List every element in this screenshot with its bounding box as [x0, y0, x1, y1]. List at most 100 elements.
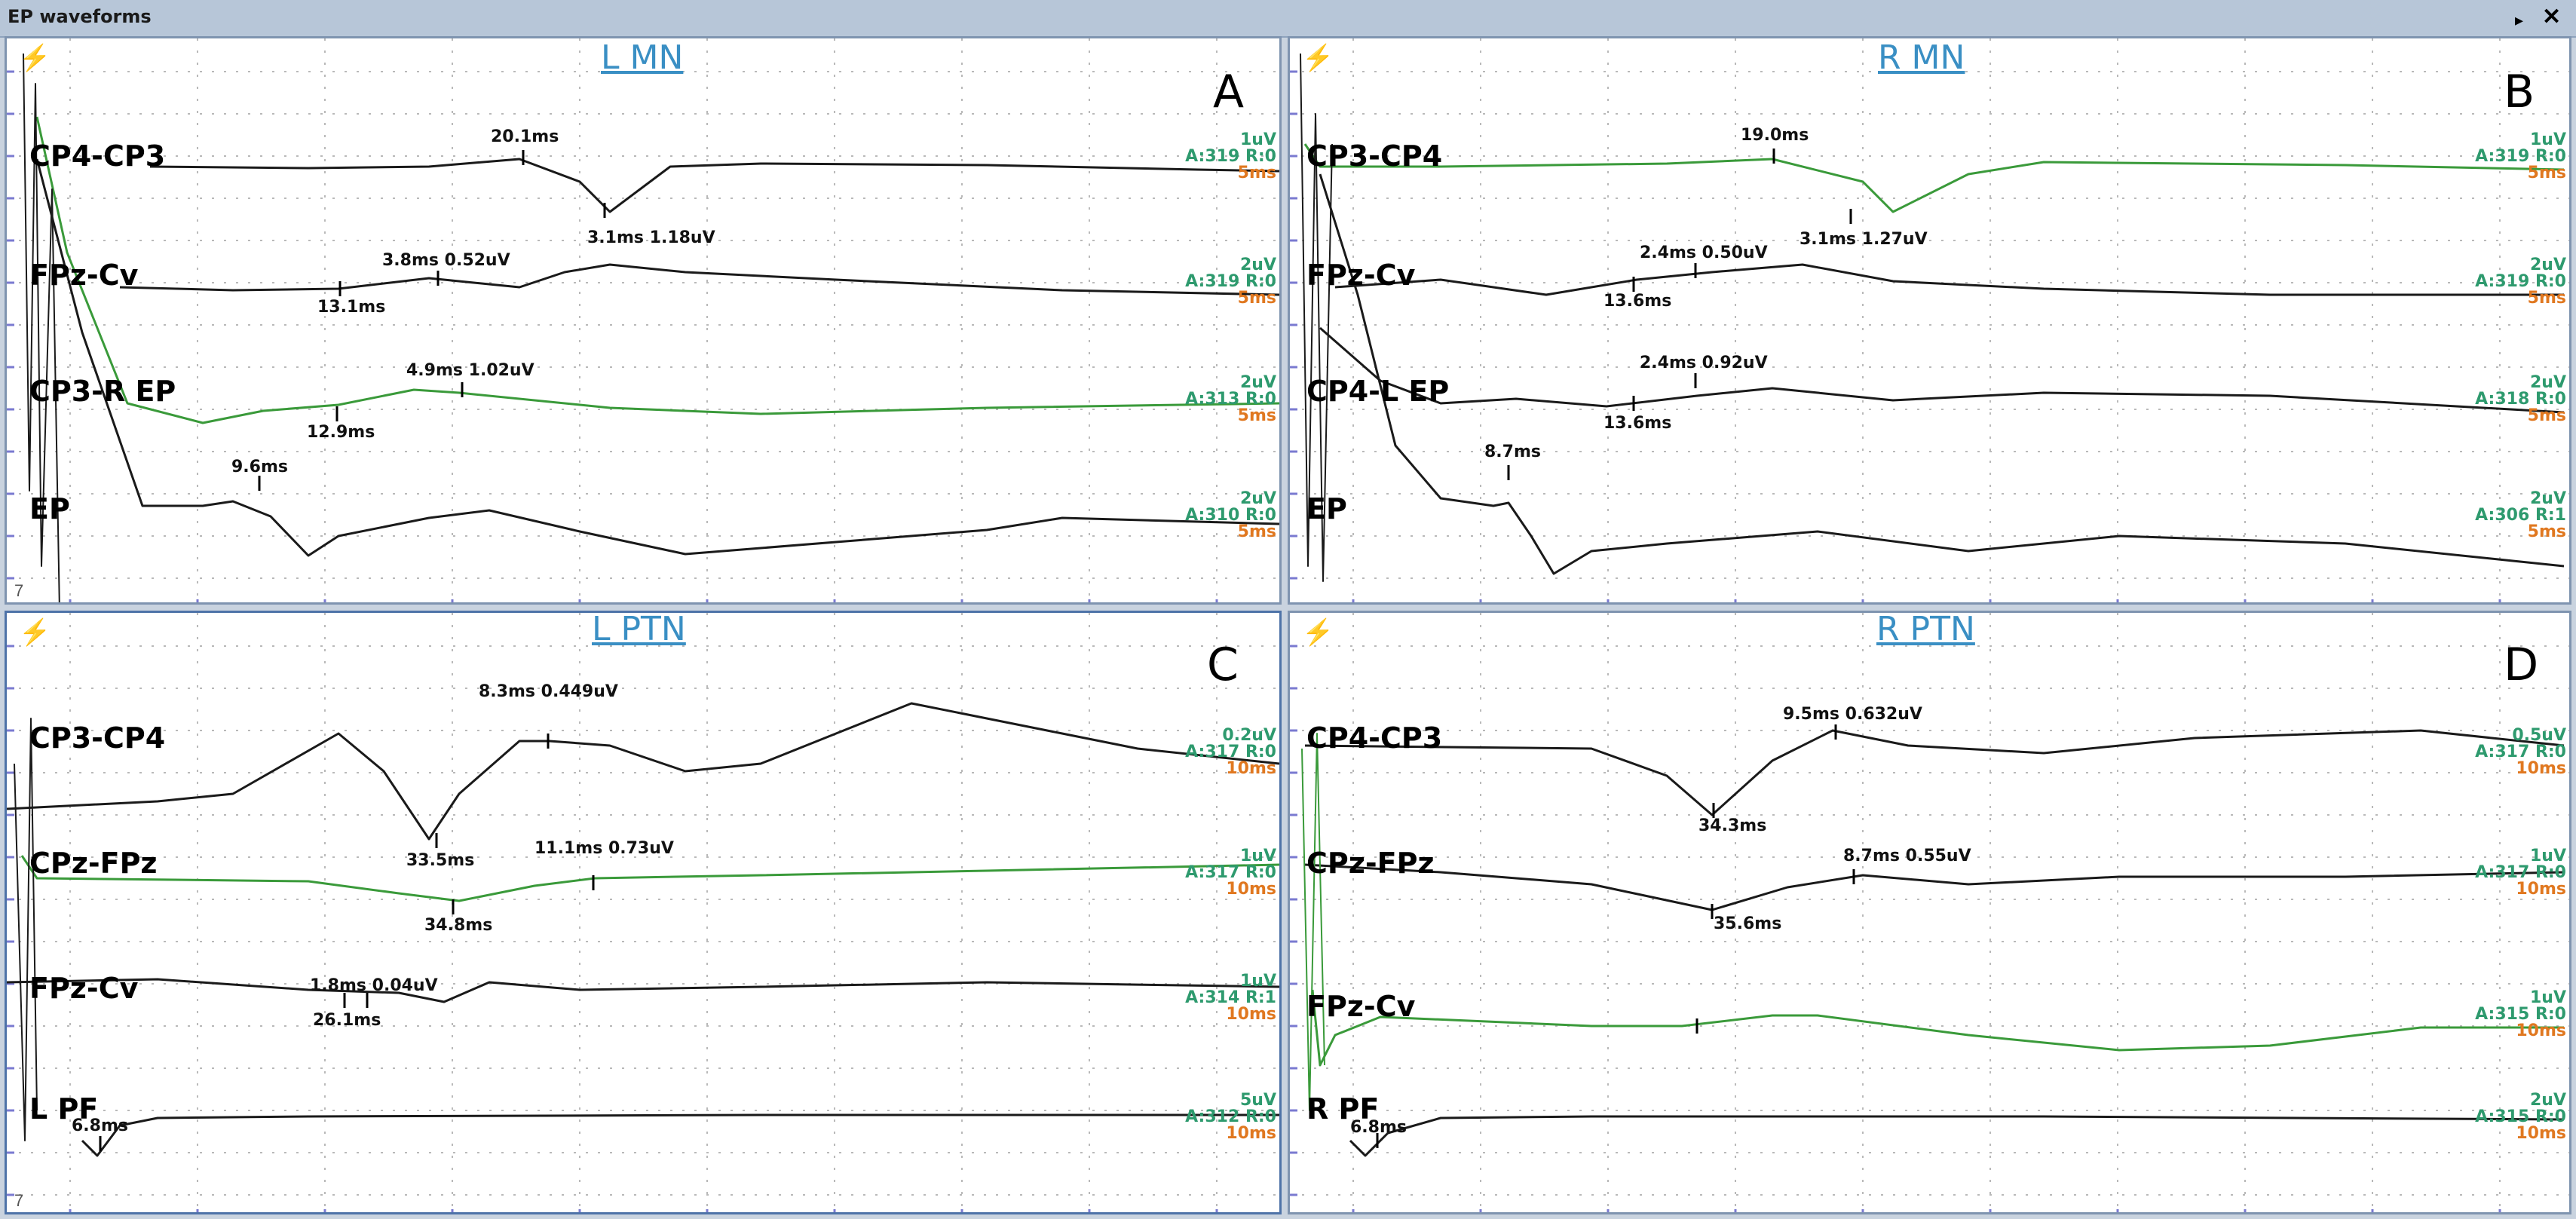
panel-title[interactable]: L MN — [601, 38, 684, 77]
waveform-trace — [23, 53, 60, 602]
peak-annotation: 8.7ms — [1484, 443, 1541, 461]
waveform-trace — [1311, 989, 2564, 1067]
panel-letter: B — [2504, 66, 2535, 118]
channel-label[interactable]: CPz-FPz — [1306, 847, 1435, 880]
channel-scale: 1uV A:315 R:0 10ms — [2475, 988, 2566, 1040]
channel-label[interactable]: EP — [29, 492, 70, 525]
channel-scale: 2uV A:319 R:0 5ms — [1185, 256, 1276, 308]
waveform-trace — [1349, 1115, 2565, 1157]
waveform-trace — [119, 263, 1279, 296]
panel-title[interactable]: R PTN — [1876, 611, 1975, 648]
channel-label[interactable]: EP — [1306, 492, 1347, 525]
waveform-trace — [7, 978, 1279, 1003]
panel-title[interactable]: R MN — [1878, 38, 1965, 77]
channel-label[interactable]: CP3-CP4 — [29, 721, 166, 755]
panel-l-mn: ⚡ 7 L MN A CP4-CP3 FPz-Cv CP3-R EP EP 1u… — [5, 36, 1282, 605]
channel-label[interactable]: CPz-FPz — [29, 847, 158, 880]
peak-annotation: 11.1ms 0.73uV — [534, 839, 674, 858]
peak-annotation: 8.3ms 0.449uV — [479, 682, 618, 701]
corner-marker: 7 — [14, 581, 24, 600]
channel-scale: 1uV A:319 R:0 5ms — [2475, 130, 2566, 182]
peak-annotation: 19.0ms — [1741, 126, 1809, 145]
grid — [1290, 613, 2569, 1212]
channel-scale: 2uV A:310 R:0 5ms — [1185, 489, 1276, 541]
waveform-trace — [1319, 326, 2565, 414]
panel-r-ptn: ⚡ R PTN D CP4-CP3 CPz-FPz FPz-Cv R PF 0.… — [1288, 611, 2571, 1214]
expand-arrow-icon[interactable]: ▸ — [2515, 11, 2524, 29]
peak-annotation: 8.7ms 0.55uV — [1843, 847, 1971, 865]
peak-annotation: 9.6ms — [231, 458, 288, 476]
peak-annotation: 33.5ms — [406, 851, 475, 870]
channel-label[interactable]: FPz-Cv — [29, 259, 139, 292]
panel-title[interactable]: L PTN — [592, 611, 686, 648]
peak-annotation: 20.1ms — [491, 127, 559, 146]
channel-scale: 1uV A:314 R:1 10ms — [1185, 972, 1276, 1024]
peak-annotation: 3.1ms 1.18uV — [587, 228, 715, 247]
grid — [7, 613, 1279, 1212]
channel-label[interactable]: FPz-Cv — [1306, 990, 1416, 1023]
panel-letter: C — [1207, 639, 1239, 691]
corner-marker: 7 — [14, 1191, 24, 1210]
waveform-trace — [35, 116, 1279, 424]
channel-label[interactable]: CP3-R EP — [29, 375, 176, 408]
stimulus-icon[interactable]: ⚡ — [19, 44, 51, 72]
channel-label[interactable]: R PF — [1306, 1092, 1380, 1126]
channel-scale: 2uV A:315 R:0 10ms — [2475, 1091, 2566, 1143]
channel-scale: 2uV A:306 R:1 5ms — [2475, 489, 2566, 541]
peak-annotation: 13.1ms — [317, 298, 386, 317]
waveform-trace — [35, 158, 1279, 557]
peak-annotation: 6.8ms — [1350, 1118, 1407, 1137]
channel-label[interactable]: CP3-CP4 — [1306, 139, 1443, 173]
waveform-trace — [1334, 263, 2564, 296]
close-icon[interactable]: ✕ — [2542, 5, 2562, 29]
waveform-trace — [1304, 729, 2565, 816]
waveform-trace — [1300, 53, 1333, 582]
channel-scale: 2uV A:318 R:0 5ms — [2475, 373, 2566, 425]
channel-label[interactable]: FPz-Cv — [29, 972, 139, 1005]
peak-annotation: 3.8ms 0.52uV — [382, 251, 510, 270]
panel-letter: D — [2504, 639, 2539, 691]
peak-annotation: 34.3ms — [1698, 816, 1767, 835]
peak-annotation: 35.6ms — [1714, 914, 1782, 933]
waveform-trace — [149, 158, 1279, 213]
channel-label[interactable]: CP4-CP3 — [29, 139, 166, 173]
channel-scale: 1uV A:317 R:0 10ms — [1185, 847, 1276, 899]
panel-l-ptn: ⚡ 7 L PTN C CP3-CP4 CPz-FPz FPz-Cv L PF … — [5, 611, 1282, 1214]
peak-annotation: 12.9ms — [307, 423, 375, 442]
peak-annotation: 9.5ms 0.632uV — [1783, 705, 1922, 724]
grid — [1290, 38, 2569, 602]
peak-annotation: 2.4ms 0.50uV — [1640, 243, 1768, 262]
peak-annotation: 26.1ms — [313, 1011, 381, 1030]
waveform-trace — [1301, 733, 1325, 1111]
panel-letter: A — [1213, 66, 1245, 118]
channel-scale: 0.5uV A:317 R:0 10ms — [2475, 726, 2566, 778]
waveform-trace — [20, 855, 1279, 902]
window-title: EP waveforms — [8, 6, 152, 27]
stimulus-icon[interactable]: ⚡ — [1302, 618, 1334, 647]
peak-annotation: 3.1ms 1.27uV — [1800, 230, 1928, 249]
channel-scale: 1uV A:317 R:0 10ms — [2475, 847, 2566, 899]
waveform-trace — [1304, 863, 2565, 911]
peak-annotation: 6.8ms — [72, 1116, 128, 1135]
channel-scale: 1uV A:319 R:0 5ms — [1185, 130, 1276, 182]
channel-label[interactable]: L PF — [29, 1092, 99, 1126]
peak-annotation: 13.6ms — [1603, 414, 1672, 433]
stimulus-icon[interactable]: ⚡ — [19, 618, 51, 647]
grid — [7, 38, 1279, 602]
channel-label[interactable]: CP4-L EP — [1306, 375, 1450, 408]
channel-scale: 0.2uV A:317 R:0 10ms — [1185, 726, 1276, 778]
peak-annotation: 34.8ms — [424, 916, 493, 935]
channel-label[interactable]: FPz-Cv — [1306, 259, 1416, 292]
waveform-trace — [81, 1113, 1279, 1157]
channel-scale: 2uV A:313 R:0 5ms — [1185, 373, 1276, 425]
waveform-trace — [1319, 173, 2565, 575]
stimulus-icon[interactable]: ⚡ — [1302, 44, 1334, 72]
window-titlebar: EP waveforms ▸ ✕ — [0, 0, 2576, 38]
peak-annotation: 4.9ms 1.02uV — [406, 361, 534, 380]
waveform-trace — [14, 718, 38, 1141]
panel-r-mn: ⚡ R MN B CP3-CP4 FPz-Cv CP4-L EP EP 1uV A… — [1288, 36, 2571, 605]
channel-label[interactable]: CP4-CP3 — [1306, 721, 1443, 755]
peak-annotation: 2.4ms 0.92uV — [1640, 354, 1768, 372]
waveform-trace — [7, 702, 1279, 841]
peak-annotation: 13.6ms — [1603, 292, 1672, 311]
